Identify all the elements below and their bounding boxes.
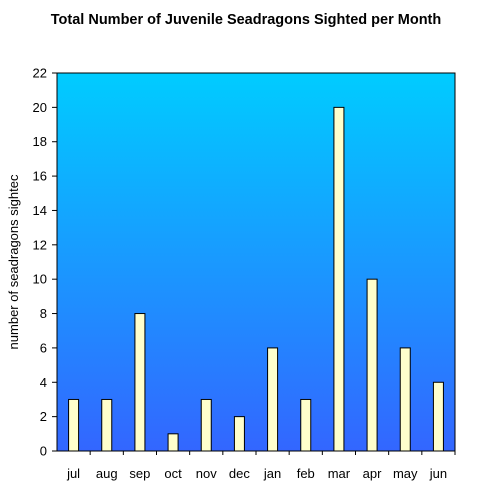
bar-mar — [333, 106, 345, 452]
y-tick-label: 20 — [33, 100, 47, 115]
x-tick-label-apr: apr — [363, 466, 382, 481]
x-tick-label-jul: jul — [66, 466, 80, 481]
y-tick-label: 18 — [33, 134, 47, 149]
x-tick-label-mar: mar — [328, 466, 351, 481]
bar-nov — [200, 398, 212, 452]
bar-jan — [267, 347, 279, 452]
bar-jun — [432, 381, 444, 452]
bar-feb — [300, 398, 312, 452]
bar-dec — [233, 416, 245, 452]
y-axis-label: number of seadragons sightec — [6, 174, 21, 349]
y-tick-label: 12 — [33, 237, 47, 252]
y-tick-label: 4 — [40, 375, 47, 390]
y-tick-label: 8 — [40, 306, 47, 321]
x-tick-label-sep: sep — [129, 466, 150, 481]
x-tick-label-may: may — [393, 466, 418, 481]
y-axis: 0 2 4 6 8 10 12 14 16 18 20 22 — [33, 66, 57, 459]
y-tick-label: 16 — [33, 169, 47, 184]
bar-sep — [134, 313, 146, 452]
x-tick-label-jan: jan — [263, 466, 281, 481]
x-tick-label-dec: dec — [229, 466, 250, 481]
x-tick-label-feb: feb — [297, 466, 315, 481]
y-tick-label: 0 — [40, 444, 47, 459]
bar-may — [399, 347, 411, 452]
bar-series — [68, 106, 444, 452]
plot-area — [56, 72, 456, 452]
chart-title: Total Number of Juvenile Seadragons Sigh… — [50, 12, 442, 28]
x-tick-label-nov: nov — [196, 466, 217, 481]
x-axis: jul aug sep oct nov dec jan feb mar apr may jun — [66, 451, 456, 481]
x-tick-label-oct: oct — [164, 466, 182, 481]
x-tick-label-jun: jun — [429, 466, 447, 481]
y-tick-label: 6 — [40, 340, 47, 355]
x-tick-label-aug: aug — [96, 466, 118, 481]
bar-apr — [366, 278, 378, 452]
y-tick-label: 22 — [33, 66, 47, 81]
y-tick-label: 14 — [33, 203, 47, 218]
bar-oct — [167, 433, 179, 452]
y-tick-label: 2 — [40, 409, 47, 424]
bar-aug — [101, 398, 113, 452]
bar-jul — [68, 398, 80, 452]
y-tick-label: 10 — [33, 272, 47, 287]
